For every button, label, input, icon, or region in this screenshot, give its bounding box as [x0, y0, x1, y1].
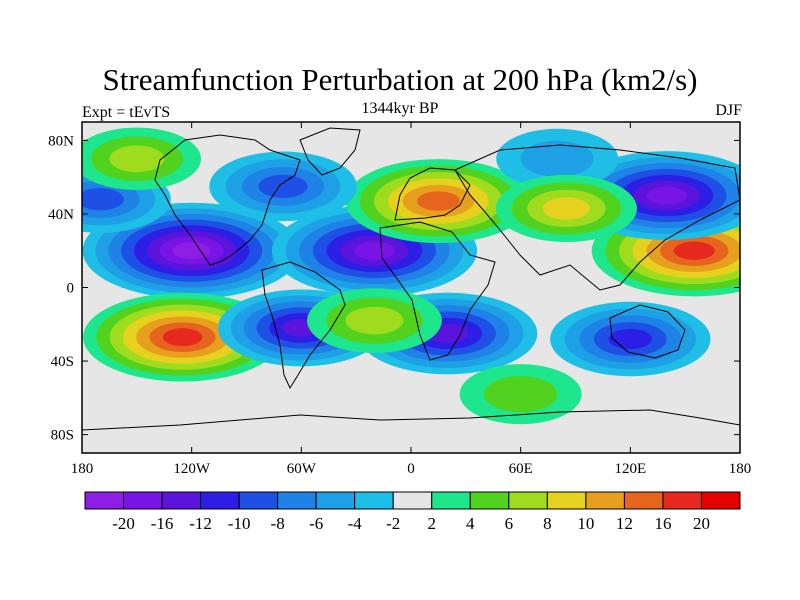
contour-level-9-3: [258, 174, 308, 198]
contour-level-12-1: [520, 140, 594, 177]
colorbar-label: -6: [309, 514, 323, 533]
coastlines: [82, 127, 740, 431]
colorbar-swatch: [623, 491, 664, 510]
contour-level-15-1: [484, 376, 558, 413]
contour-level-4-5: [416, 191, 460, 211]
contour-level-10-3: [82, 188, 124, 211]
contour-field: [82, 122, 740, 453]
x-tick-label: 60W: [287, 461, 317, 477]
coastline-south-america: [261, 261, 346, 390]
colorbar-swatch: [354, 491, 394, 510]
longitude-axis: 180 120W 60W 0 60E 120E 180: [71, 122, 752, 477]
experiment-label: Expt = tEvTS: [82, 104, 171, 121]
colorbar-label: 12: [616, 514, 633, 533]
colorbar-label: 6: [505, 514, 514, 533]
colorbar-swatch: [700, 491, 741, 510]
season-label: DJF: [715, 102, 742, 119]
colorbar-swatch: [277, 491, 317, 510]
x-tick-label: 120W: [173, 461, 211, 477]
contour-level-5-6: [162, 328, 203, 347]
colorbar-swatch: [508, 491, 548, 510]
colorbar-swatch: [200, 491, 240, 510]
colorbar-swatch: [585, 491, 625, 510]
colorbar-label: -4: [348, 514, 363, 533]
contour-level-2-6: [673, 241, 715, 260]
colorbar: -20 -16 -12 -10 -8 -6 -4 -2 2 4 6 8 10 12 16 20: [84, 491, 741, 533]
colorbar-label: 8: [543, 514, 552, 533]
colorbar-swatch: [431, 491, 471, 510]
colorbar-label: -8: [271, 514, 285, 533]
contour-level-13-3: [542, 197, 590, 220]
colorbar-swatch: [315, 491, 356, 510]
contour-level-11-2: [109, 145, 165, 173]
latitude-axis: 80N 40N 0 40S 80S: [48, 133, 740, 444]
contour-level-8-4: [608, 328, 653, 350]
coastline-australia: [609, 304, 686, 359]
colorbar-label: -12: [189, 514, 212, 533]
coastline-antarctica: [82, 409, 740, 431]
colorbar-label: -16: [151, 514, 174, 533]
y-tick-label: 0: [67, 281, 75, 297]
y-tick-label: 40S: [51, 354, 74, 370]
contour-layers: [82, 127, 740, 425]
colorbar-swatch: [161, 491, 202, 510]
coastline-north-america: [154, 134, 301, 266]
contour-level-14-2: [345, 306, 404, 335]
y-tick-label: 80S: [51, 428, 74, 444]
colorbar-swatch: [123, 491, 163, 510]
coastline-africa: [379, 221, 496, 361]
colorbar-label: -2: [386, 514, 400, 533]
time-label: 1344kyr BP: [361, 100, 439, 117]
colorbar-label: 4: [466, 514, 475, 533]
colorbar-label: -20: [112, 514, 135, 533]
plot-title: Streamfunction Perturbation at 200 hPa (…: [102, 62, 698, 97]
x-tick-label: 60E: [509, 461, 533, 477]
colorbar-swatch: [84, 491, 125, 510]
colorbar-swatch: [392, 491, 433, 510]
x-tick-label: 0: [407, 461, 415, 477]
y-tick-label: 80N: [48, 133, 74, 149]
colorbar-label: 2: [428, 514, 437, 533]
contour-level-3-6: [647, 186, 687, 205]
coastline-europe: [394, 167, 471, 221]
colorbar-label: -10: [228, 514, 251, 533]
colorbar-swatch: [662, 491, 702, 510]
x-tick-label: 180: [71, 461, 94, 477]
contour-level-0-7: [172, 242, 211, 260]
colorbar-label: 10: [577, 514, 594, 533]
y-tick-label: 40N: [48, 207, 74, 223]
contour-level-1-6: [353, 241, 395, 260]
coastline-asia: [454, 144, 740, 291]
colorbar-label: 20: [693, 514, 710, 533]
x-tick-label: 120E: [614, 461, 646, 477]
colorbar-swatch: [469, 491, 510, 510]
x-tick-label: 180: [729, 461, 752, 477]
coastline-greenland: [299, 127, 361, 176]
colorbar-swatch: [546, 491, 587, 510]
colorbar-swatch: [238, 491, 279, 510]
colorbar-label: 16: [654, 514, 671, 533]
